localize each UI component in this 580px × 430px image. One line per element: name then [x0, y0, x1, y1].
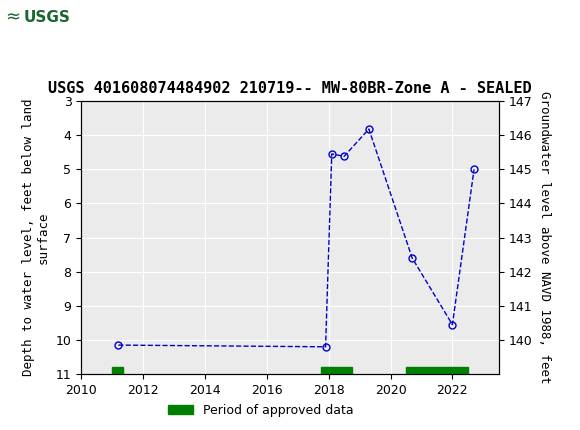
Y-axis label: Depth to water level, feet below land
surface: Depth to water level, feet below land su… [22, 99, 50, 376]
Bar [321, 367, 352, 374]
Legend: Period of approved data: Period of approved data [163, 399, 359, 421]
Title: USGS 401608074484902 210719-- MW-80BR-Zone A - SEALED: USGS 401608074484902 210719-- MW-80BR-Zo… [48, 81, 532, 96]
Text: USGS: USGS [23, 10, 70, 25]
Text: ≈: ≈ [5, 9, 20, 27]
Y-axis label: Groundwater level above NAVD 1988, feet: Groundwater level above NAVD 1988, feet [538, 91, 551, 384]
Bar [406, 367, 468, 374]
Bar [112, 367, 123, 374]
FancyBboxPatch shape [3, 2, 70, 35]
